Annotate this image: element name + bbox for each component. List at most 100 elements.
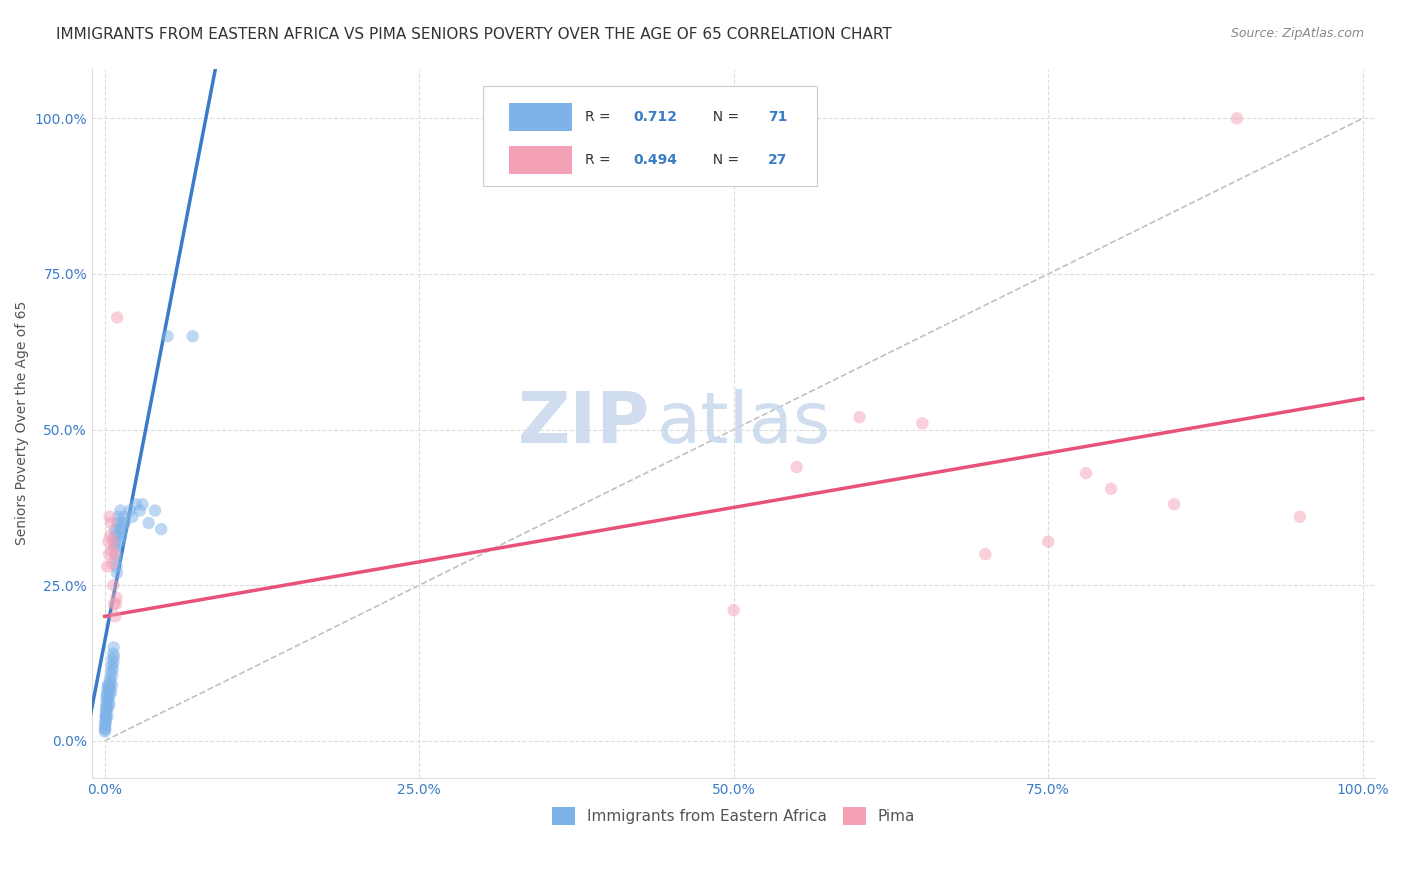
Point xyxy=(1163,497,1185,511)
Point xyxy=(114,516,136,530)
Point xyxy=(103,578,125,592)
Point xyxy=(94,722,117,736)
Text: ZIP: ZIP xyxy=(517,389,651,458)
Point xyxy=(100,684,122,698)
Point xyxy=(104,597,127,611)
Point xyxy=(104,547,127,561)
Point xyxy=(96,703,118,717)
Point xyxy=(94,706,117,720)
Point xyxy=(97,690,120,705)
Point xyxy=(98,528,121,542)
Point xyxy=(104,522,127,536)
Point xyxy=(96,699,118,714)
Point xyxy=(97,684,120,698)
Point xyxy=(105,559,128,574)
Text: atlas: atlas xyxy=(657,389,831,458)
Point xyxy=(98,687,121,701)
Text: 27: 27 xyxy=(768,153,787,167)
Point xyxy=(101,557,124,571)
Point xyxy=(110,503,132,517)
Point xyxy=(101,678,124,692)
Point xyxy=(101,668,124,682)
Point xyxy=(1038,534,1060,549)
Point xyxy=(104,538,127,552)
Point xyxy=(103,649,125,664)
Point xyxy=(94,712,117,726)
Text: N =: N = xyxy=(704,111,744,124)
Point xyxy=(96,689,118,703)
Point xyxy=(112,509,135,524)
Point xyxy=(101,653,124,667)
Point xyxy=(131,497,153,511)
Point xyxy=(96,687,118,701)
Point xyxy=(94,716,117,731)
Point xyxy=(150,522,173,536)
Point xyxy=(100,544,122,558)
Text: R =: R = xyxy=(585,153,614,167)
Point xyxy=(96,681,118,695)
Point xyxy=(107,509,129,524)
Point xyxy=(110,516,132,530)
Point xyxy=(94,723,117,737)
Point xyxy=(101,534,124,549)
Point xyxy=(848,410,870,425)
Point xyxy=(98,681,121,695)
Point xyxy=(97,693,120,707)
Point xyxy=(104,553,127,567)
Point xyxy=(94,709,117,723)
Point xyxy=(100,516,122,530)
Point xyxy=(98,672,121,686)
Point xyxy=(96,559,118,574)
Point xyxy=(105,566,128,580)
Point xyxy=(98,547,121,561)
Point xyxy=(1099,482,1122,496)
Point xyxy=(98,697,121,711)
Point xyxy=(97,678,120,692)
Point xyxy=(103,541,125,555)
Point xyxy=(125,497,148,511)
Point xyxy=(108,534,131,549)
Point xyxy=(94,724,117,739)
Point xyxy=(104,534,127,549)
Point xyxy=(101,662,124,676)
Point xyxy=(723,603,745,617)
Point xyxy=(108,522,131,536)
Point xyxy=(103,597,125,611)
Point xyxy=(1074,466,1097,480)
Point xyxy=(103,640,125,655)
Point xyxy=(105,310,128,325)
Point xyxy=(786,459,808,474)
Point xyxy=(974,547,997,561)
Point xyxy=(128,503,150,517)
Text: R =: R = xyxy=(585,111,614,124)
Point xyxy=(1289,509,1312,524)
Text: 0.494: 0.494 xyxy=(634,153,678,167)
Text: 71: 71 xyxy=(768,111,787,124)
Point xyxy=(121,509,143,524)
Text: 0.712: 0.712 xyxy=(634,111,678,124)
Point xyxy=(96,691,118,706)
Text: IMMIGRANTS FROM EASTERN AFRICA VS PIMA SENIORS POVERTY OVER THE AGE OF 65 CORREL: IMMIGRANTS FROM EASTERN AFRICA VS PIMA S… xyxy=(56,27,891,42)
Point xyxy=(156,329,179,343)
Point xyxy=(1226,112,1249,126)
Point xyxy=(103,656,125,670)
Point xyxy=(138,516,160,530)
Point xyxy=(105,591,128,605)
Y-axis label: Seniors Poverty Over the Age of 65: Seniors Poverty Over the Age of 65 xyxy=(15,301,30,546)
Point xyxy=(101,647,124,661)
Point xyxy=(107,516,129,530)
Point xyxy=(104,609,127,624)
Point xyxy=(100,659,122,673)
Point xyxy=(98,509,121,524)
Point xyxy=(181,329,204,343)
Text: Source: ZipAtlas.com: Source: ZipAtlas.com xyxy=(1230,27,1364,40)
Point xyxy=(97,699,120,714)
FancyBboxPatch shape xyxy=(509,103,572,131)
Point xyxy=(104,528,127,542)
Point xyxy=(94,703,117,717)
Point xyxy=(96,709,118,723)
Legend: Immigrants from Eastern Africa, Pima: Immigrants from Eastern Africa, Pima xyxy=(543,797,924,834)
Point xyxy=(97,534,120,549)
Point xyxy=(96,697,118,711)
Text: N =: N = xyxy=(704,153,744,167)
